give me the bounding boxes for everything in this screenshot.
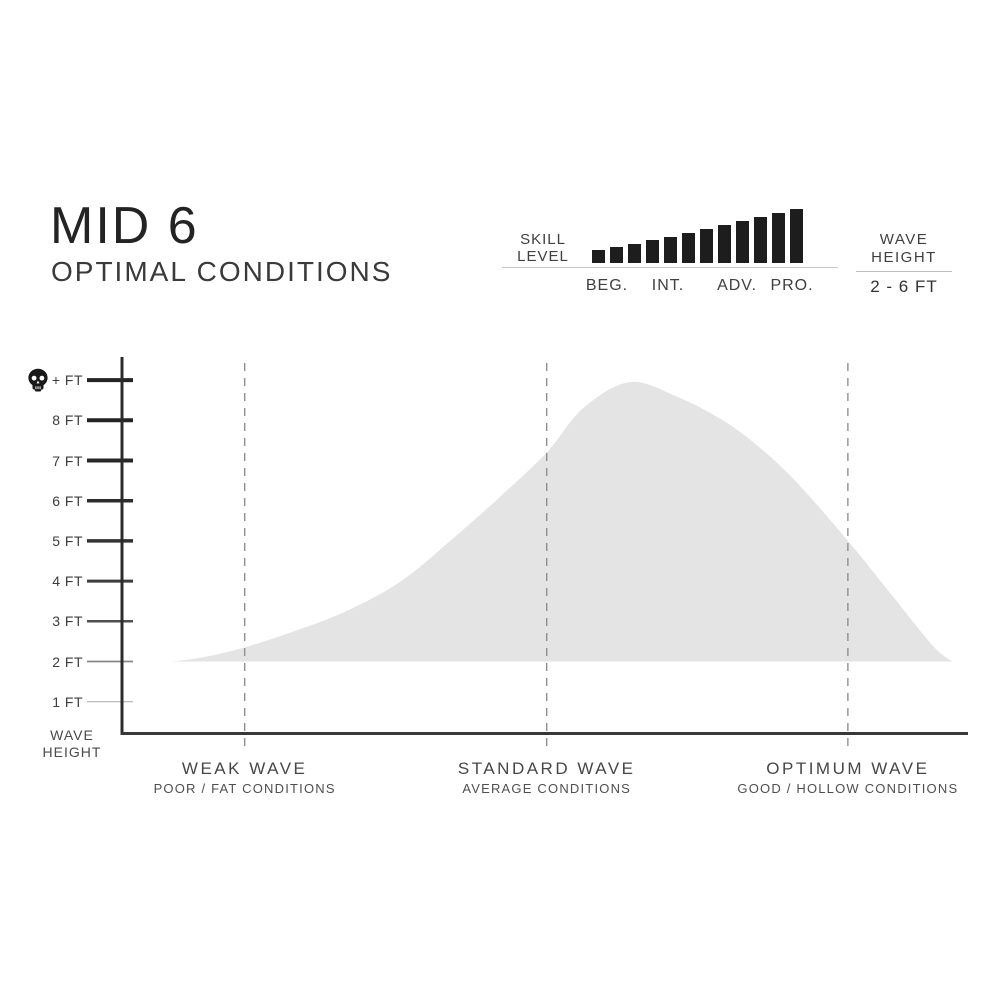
y-tick-label-text: 6 FT [52,492,83,509]
optimal-conditions-area [171,381,952,662]
y-tick-label: 3 FT [5,609,83,633]
skill-level-int: INT. [651,277,685,294]
page-title: MID 6 [50,197,199,255]
skill-bar [628,244,641,263]
skill-level-label: SKILL LEVEL [512,231,574,265]
wave-height-label-line1: WAVE [879,231,929,248]
y-tick-label: 8 FT [5,408,83,432]
skill-bar [736,221,749,263]
y-tick-label-text: 7 FT [52,452,83,469]
y-tick-label: 1 FT [5,690,83,714]
zone-label-standard-wave: STANDARD WAVE AVERAGE CONDITIONS [458,759,636,797]
wave-height-divider [856,271,952,272]
y-tick-label-text: 3 FT [52,613,83,630]
y-tick-label: + FT [5,368,83,392]
skill-level-beg: BEG. [585,277,629,294]
y-tick-label: 5 FT [5,529,83,553]
zone-description: POOR / FAT CONDITIONS [153,781,336,796]
skill-bar [754,217,767,263]
y-tick-label-text: 4 FT [52,573,83,590]
skill-bar [718,225,731,263]
skill-bar [790,209,803,263]
skill-bar [682,233,695,263]
skill-level-pro: PRO. [770,277,814,294]
zone-description: GOOD / HOLLOW CONDITIONS [737,781,959,796]
skill-bar [646,240,659,263]
y-tick-label-text: 5 FT [52,532,83,549]
y-tick-label-text: 2 FT [52,653,83,670]
zone-name: STANDARD WAVE [457,759,636,778]
wave-height-value: 2 - 6 FT [870,277,938,296]
y-tick-label-text: 8 FT [52,412,83,429]
skill-bar [610,247,623,263]
skill-underline [502,267,838,268]
zone-label-optimum-wave: OPTIMUM WAVE GOOD / HOLLOW CONDITIONS [737,759,958,797]
skill-level-adv: ADV. [717,277,757,294]
skill-bar [592,250,605,263]
skill-level-label-line1: SKILL [520,231,566,248]
page-subtitle: OPTIMAL CONDITIONS [51,256,393,287]
y-tick-label: 2 FT [5,650,83,674]
wave-height-label: WAVE HEIGHT [848,231,960,267]
skull-icon [28,368,48,392]
y-axis-title: WAVE HEIGHT [22,727,122,761]
skill-bar [664,237,677,263]
skill-bar [700,229,713,263]
wave-height-block: WAVE HEIGHT 2 - 6 FT [848,231,960,297]
y-axis-title-line1: WAVE [50,727,94,743]
y-tick-label: 4 FT [5,569,83,593]
skill-level-label-line2: LEVEL [517,248,569,265]
y-tick-label: 6 FT [5,489,83,513]
zone-label-weak-wave: WEAK WAVE POOR / FAT CONDITIONS [154,759,336,797]
zone-description: AVERAGE CONDITIONS [462,781,632,796]
y-tick-label: 7 FT [5,449,83,473]
skill-level-bars [592,209,803,263]
skill-bar [772,213,785,263]
y-tick-label-text: + FT [51,372,83,389]
y-axis-title-line2: HEIGHT [42,744,102,760]
zone-name: OPTIMUM WAVE [766,759,930,778]
y-tick-label-text: 1 FT [52,693,83,710]
wave-height-label-line2: HEIGHT [871,249,937,266]
zone-name: WEAK WAVE [181,759,308,778]
